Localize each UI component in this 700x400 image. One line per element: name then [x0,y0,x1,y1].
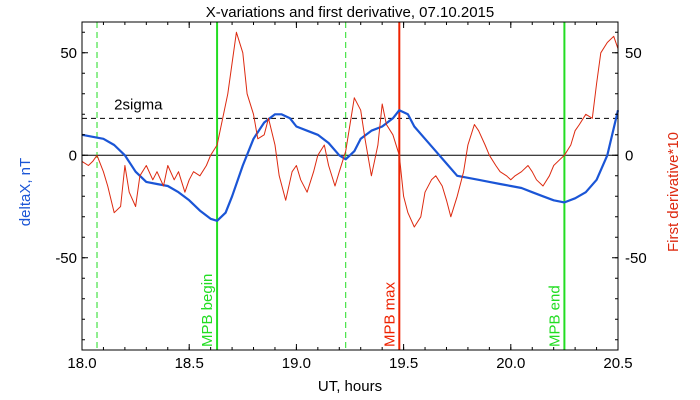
y-axis-label-left: deltaX, nT [17,158,34,226]
chart-title: X-variations and first derivative, 07.10… [206,4,495,21]
marker-label-4: MPB end [546,285,563,347]
x-axis-label: UT, hours [318,378,382,395]
y-tick-label-right-0: 50 [625,45,642,62]
marker-label-1: MPB begin [199,274,216,347]
plot-frame [81,21,619,351]
y-axis-label-right: First derivative*10 [665,132,682,252]
x-tick-label-2: 19.0 [282,355,311,372]
plot-marks: 2sigma MPB begin MPB max MPB end 18.0 18.5 19.… [55,22,647,372]
y-tick-label-right-1: 0 [625,147,633,164]
x-tick-label-3: 19.5 [389,355,418,372]
x-tick-label-5: 20.5 [603,355,632,372]
y-tick-label-left-1: 0 [69,147,77,164]
series-line-left [81,109,620,222]
marker-label-3: MPB max [381,281,398,347]
y-tick-label-left-0: 50 [60,45,77,62]
sigma-label: 2sigma [114,96,163,113]
x-tick-label-4: 20.0 [496,355,525,372]
y-tick-label-right-2: -50 [625,250,647,267]
series-line-right [81,31,619,228]
x-tick-label-1: 18.5 [175,355,204,372]
y-tick-label-left-2: -50 [55,250,77,267]
x-tick-label-0: 18.0 [67,355,96,372]
